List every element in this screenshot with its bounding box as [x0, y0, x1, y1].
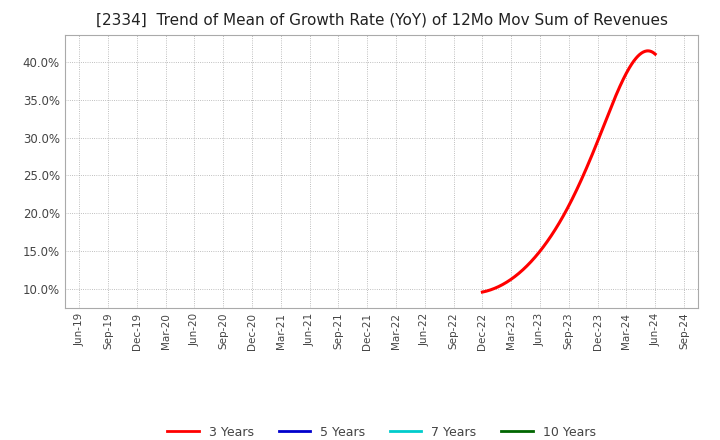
Legend: 3 Years, 5 Years, 7 Years, 10 Years: 3 Years, 5 Years, 7 Years, 10 Years: [163, 421, 600, 440]
Title: [2334]  Trend of Mean of Growth Rate (YoY) of 12Mo Mov Sum of Revenues: [2334] Trend of Mean of Growth Rate (YoY…: [96, 12, 667, 27]
